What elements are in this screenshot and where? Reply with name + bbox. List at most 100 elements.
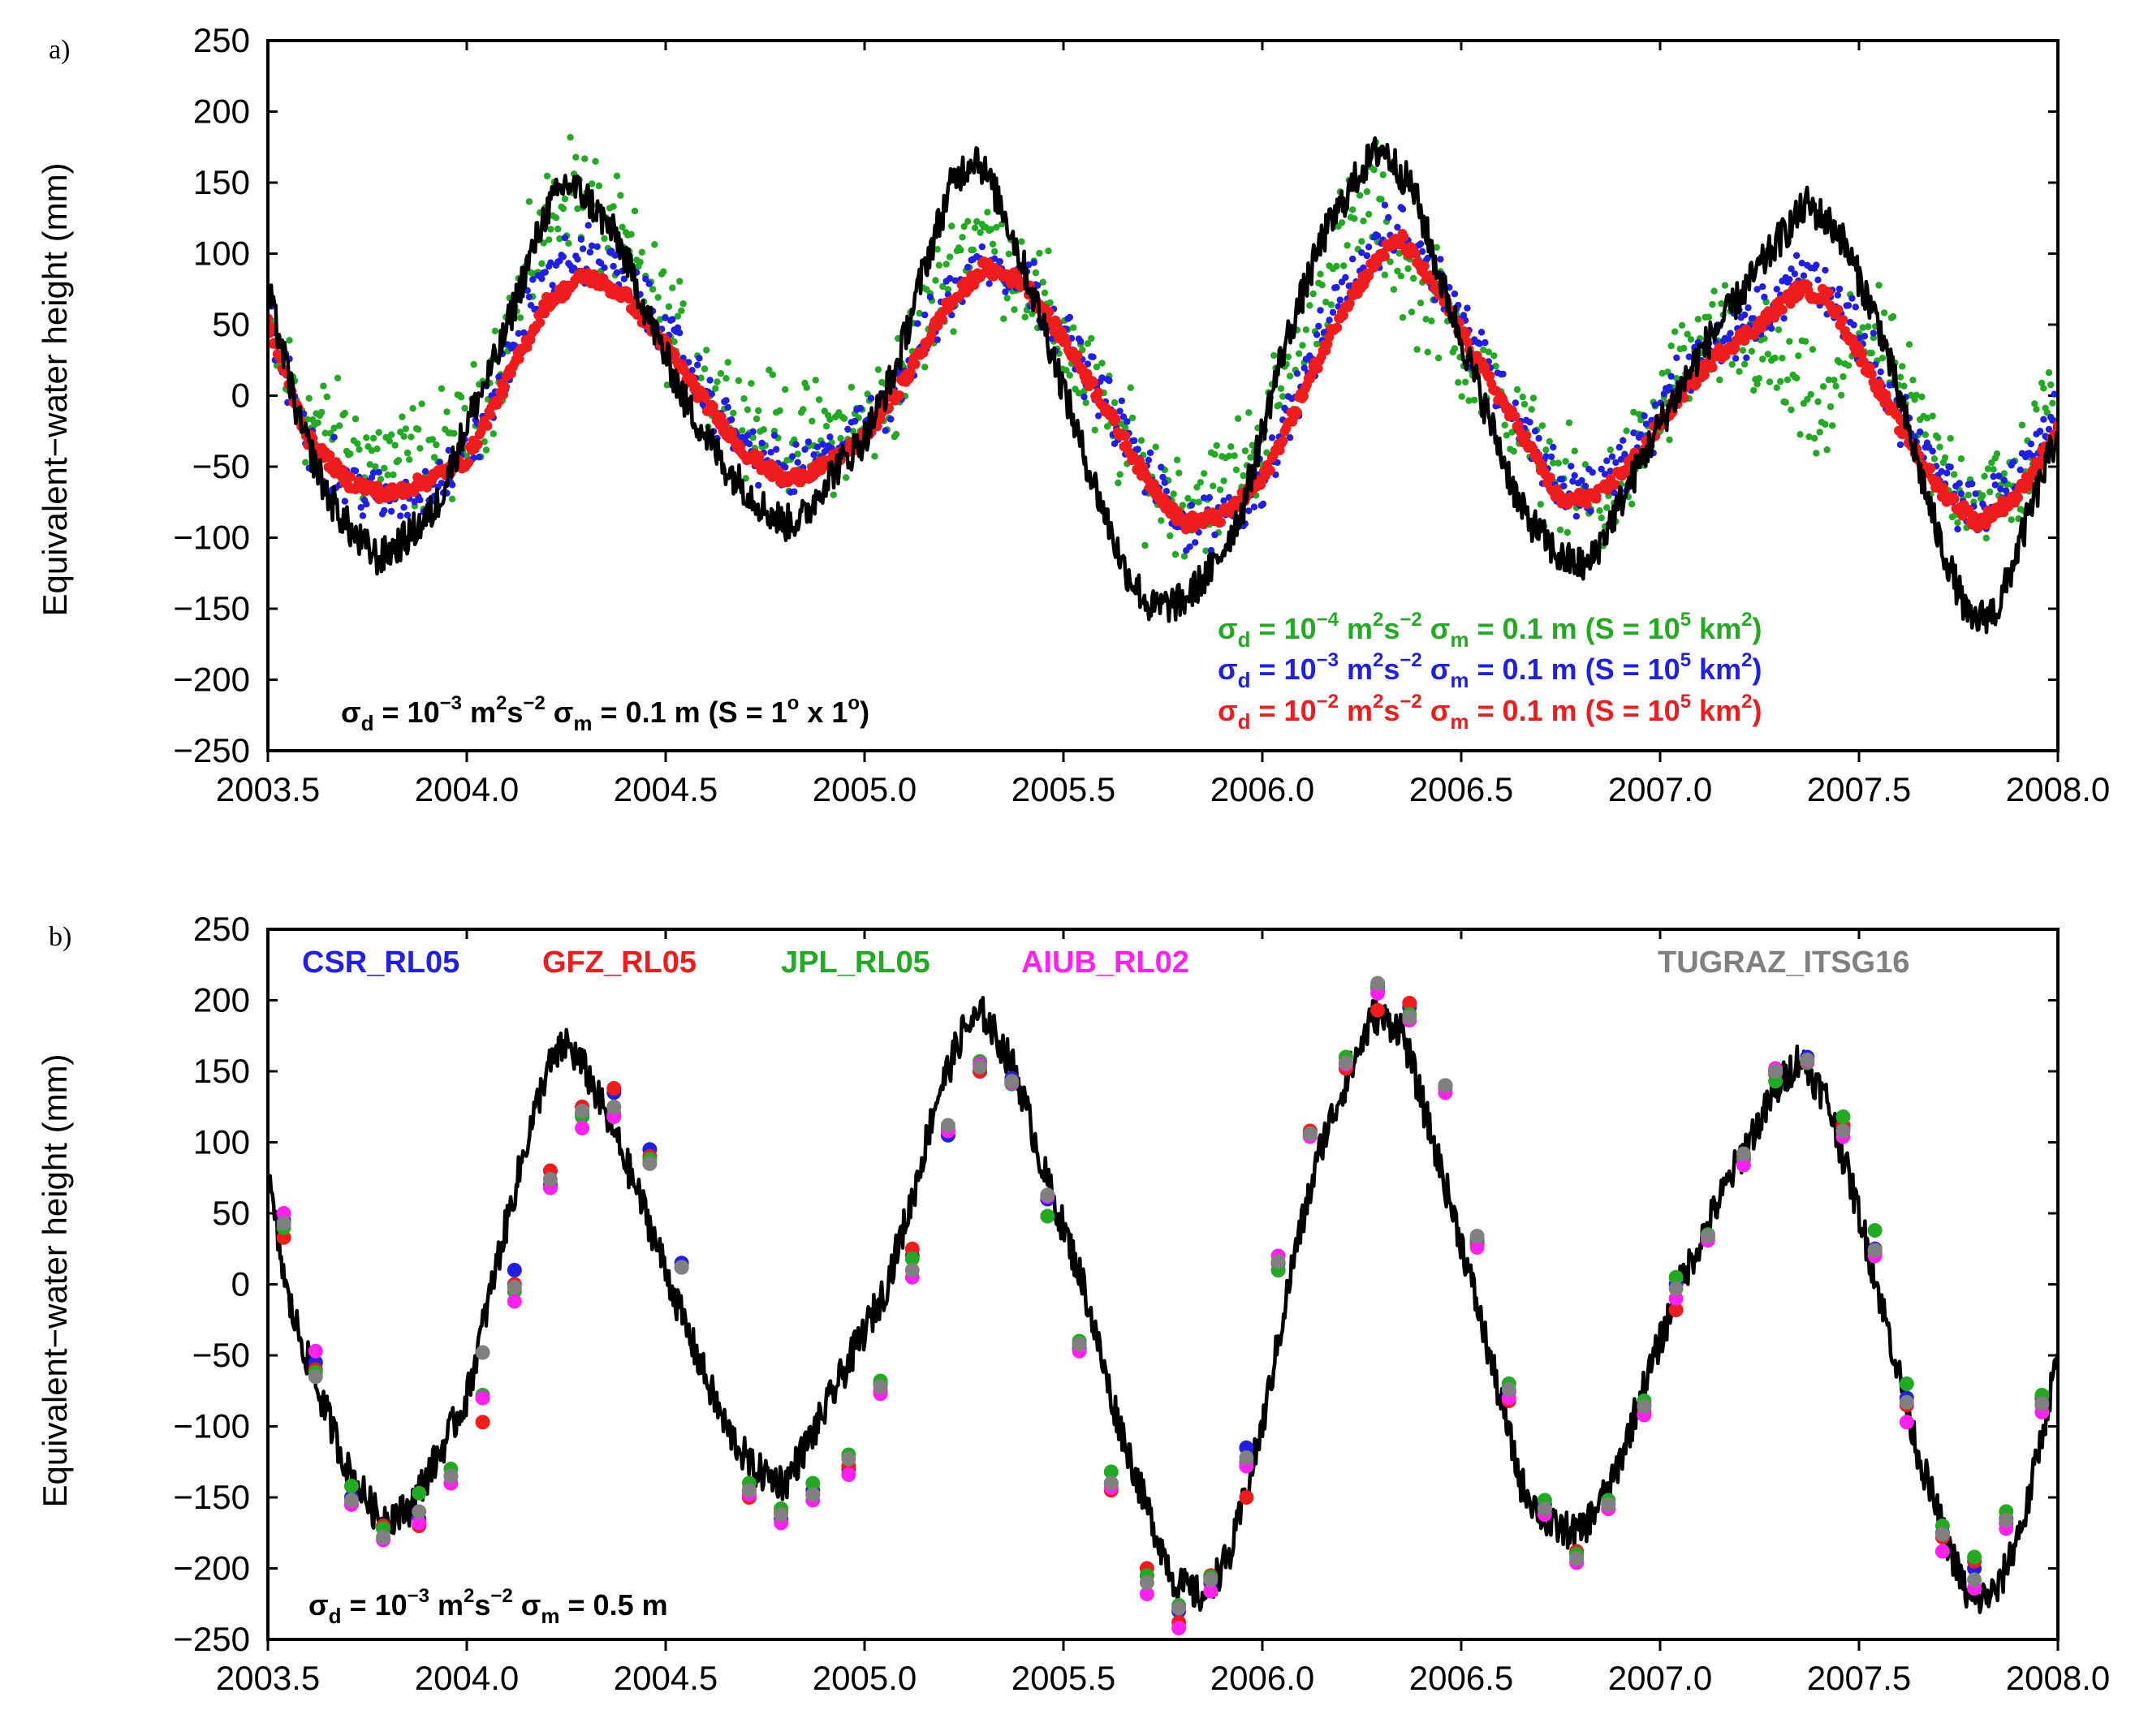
blue-point (549, 282, 556, 289)
x-tick-label: 2004.5 (614, 1659, 718, 1697)
blue-point (613, 269, 621, 277)
green-point (1179, 502, 1187, 509)
blue-point (1568, 463, 1575, 470)
panel-a-yticks: 250 200 150 100 50 0 −50 −100 −150 −200 −250 (173, 21, 2058, 769)
blue-point (767, 449, 774, 456)
green-point (1984, 465, 1992, 472)
green-point (1666, 436, 1673, 444)
green-point (556, 235, 563, 243)
green-point (1458, 393, 1465, 400)
green-point (663, 381, 671, 389)
green-point (1365, 210, 1373, 218)
green-point (755, 407, 762, 415)
blue-point (397, 512, 404, 519)
blue-point (1732, 355, 1740, 362)
green-point (1029, 310, 1036, 317)
green-point (1993, 450, 2001, 458)
green-point (1306, 302, 1313, 309)
green-point (1231, 452, 1238, 459)
green-point (679, 300, 687, 308)
solution-point (1569, 1551, 1585, 1566)
green-point (1220, 477, 1227, 485)
solution-point (1835, 1109, 1851, 1124)
green-point (1875, 282, 1883, 289)
green-point (1127, 384, 1135, 391)
green-point (1141, 541, 1149, 549)
solution-point (1899, 1376, 1914, 1391)
green-point (1598, 514, 1605, 522)
green-point (769, 371, 776, 378)
red-point (1216, 517, 1226, 528)
blue-point (1094, 412, 1102, 420)
green-point (1678, 321, 1686, 329)
green-point (822, 423, 830, 430)
blue-point (525, 293, 533, 301)
x-tick-label: 2003.5 (216, 770, 320, 808)
blue-point (1773, 286, 1780, 293)
green-point (438, 385, 446, 392)
green-point (1195, 498, 1202, 506)
red-point (1581, 499, 1592, 510)
green-point (987, 226, 995, 233)
red-point (1949, 493, 1960, 504)
green-point (1184, 494, 1192, 502)
blue-point (1559, 476, 1566, 483)
green-point (916, 309, 923, 317)
green-point (588, 180, 596, 187)
blue-point (1813, 261, 1820, 269)
green-point (1170, 490, 1177, 498)
green-point (1197, 479, 1205, 486)
green-point (1899, 363, 1906, 370)
green-point (871, 453, 878, 460)
green-point (1286, 373, 1294, 380)
green-point (619, 223, 626, 230)
green-point (381, 464, 388, 472)
solution-point (805, 1487, 821, 1502)
blue-point (1512, 399, 1520, 407)
blue-point (1547, 453, 1555, 460)
green-point (323, 393, 330, 401)
green-point (1378, 196, 1385, 203)
blue-point (1792, 252, 1801, 259)
blue-point (1917, 428, 1924, 436)
blue-point (934, 336, 941, 343)
blue-point (341, 498, 348, 505)
blue-point (1206, 493, 1214, 502)
green-point (1397, 273, 1405, 280)
blue-point (1834, 291, 1841, 299)
solution-point (1867, 1243, 1883, 1258)
blue-point (724, 403, 731, 411)
green-point (1404, 265, 1412, 273)
blue-point (570, 265, 578, 272)
blue-point (1571, 472, 1578, 479)
blue-point (782, 463, 789, 471)
blue-point (1333, 283, 1340, 291)
legend-tugraz: TUGRAZ_ITSG16 (1658, 946, 1909, 980)
solution-point (973, 1059, 988, 1075)
green-point (1046, 299, 1054, 307)
green-point (959, 234, 966, 241)
green-point (1302, 326, 1310, 334)
y-tick-label: 200 (193, 981, 250, 1019)
green-point (678, 307, 685, 314)
blue-point (1363, 252, 1371, 260)
green-point (334, 374, 342, 381)
solution-point (1637, 1399, 1652, 1414)
blue-point (676, 329, 684, 337)
solution-point (1835, 1123, 1851, 1139)
green-point (1709, 300, 1716, 308)
plot-frame (266, 39, 2060, 752)
blue-point (400, 504, 408, 511)
blue-point (1186, 543, 1193, 550)
green-point (347, 450, 354, 458)
blue-point (1106, 377, 1113, 385)
green-point (2033, 406, 2040, 413)
blue-point (387, 507, 395, 515)
blue-point (1526, 419, 1533, 426)
blue-point (727, 416, 735, 424)
blue-point (887, 416, 895, 423)
green-point (973, 218, 981, 226)
blue-point (1192, 539, 1199, 546)
green-point (803, 384, 810, 391)
green-point (1275, 401, 1283, 409)
